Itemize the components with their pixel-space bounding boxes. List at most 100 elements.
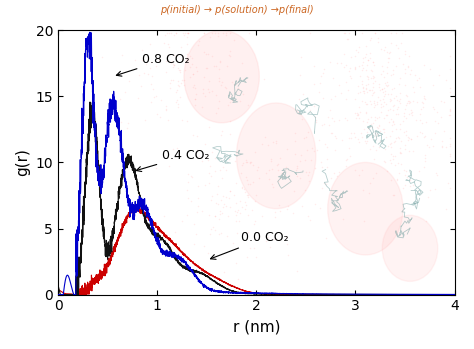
Point [429,144,437,149]
Point [248,207,255,213]
Point [165,30,173,36]
Point [416,84,423,90]
Point [365,191,373,196]
Point [344,36,352,42]
Point [366,51,374,56]
Point [354,112,362,117]
Point [419,101,427,106]
Point [243,177,250,183]
Point [371,130,379,136]
Point [381,81,389,86]
Point [401,143,409,148]
Point [407,110,414,116]
Point [328,130,336,136]
Point [374,125,382,131]
Point [152,165,160,171]
Point [402,128,410,134]
Point [158,98,165,103]
Point [354,90,362,95]
Point [369,176,376,181]
Point [345,145,353,151]
Point [296,175,303,181]
Point [359,89,366,94]
Point [340,30,348,36]
Point [363,129,371,135]
Point [319,185,326,191]
Point [211,213,219,218]
Point [242,159,250,165]
Point [370,74,378,80]
Point [175,67,182,73]
Point [390,140,398,145]
Point [351,134,358,139]
Point [347,136,355,141]
Point [124,126,131,131]
Point [283,164,290,169]
Point [171,63,178,68]
Point [276,208,283,214]
Point [442,206,449,212]
Point [347,75,355,81]
Point [310,64,318,69]
Point [217,59,224,65]
Point [239,91,247,97]
Point [409,112,416,118]
Point [405,101,413,106]
Point [362,141,370,146]
Point [300,91,307,97]
Point [380,116,388,121]
Point [416,117,424,123]
Point [237,210,244,216]
Point [229,97,237,103]
Point [211,30,219,36]
Point [380,103,387,109]
Point [174,79,182,84]
Point [375,114,383,120]
Point [401,106,409,112]
Point [164,30,171,36]
Point [205,180,213,186]
Point [215,66,223,72]
Point [304,214,311,219]
Point [243,193,250,198]
Point [311,201,319,207]
Point [387,97,395,103]
Point [146,42,154,47]
Point [374,35,382,41]
Point [385,120,393,125]
Point [437,114,444,119]
Point [175,83,183,89]
Point [291,139,299,144]
Point [388,116,395,122]
Point [358,62,365,68]
Point [355,139,363,144]
Point [401,113,408,119]
Point [373,124,381,129]
Point [162,107,170,113]
Point [384,59,392,65]
Point [202,65,210,71]
Point [324,114,331,120]
Point [174,82,182,88]
Point [222,167,230,172]
Point [181,30,189,36]
Point [320,121,328,127]
Point [200,30,208,36]
Point [446,141,454,147]
Point [403,174,411,180]
Point [331,94,339,99]
Point [365,57,372,62]
Point [164,42,172,47]
Point [368,92,376,98]
Point [405,148,413,154]
Point [189,133,196,138]
Point [238,184,246,190]
Point [342,30,349,36]
Point [355,44,363,50]
Point [351,110,359,116]
Point [390,192,397,198]
Point [153,64,160,69]
Point [239,160,246,166]
Point [326,59,334,65]
Point [173,87,181,92]
